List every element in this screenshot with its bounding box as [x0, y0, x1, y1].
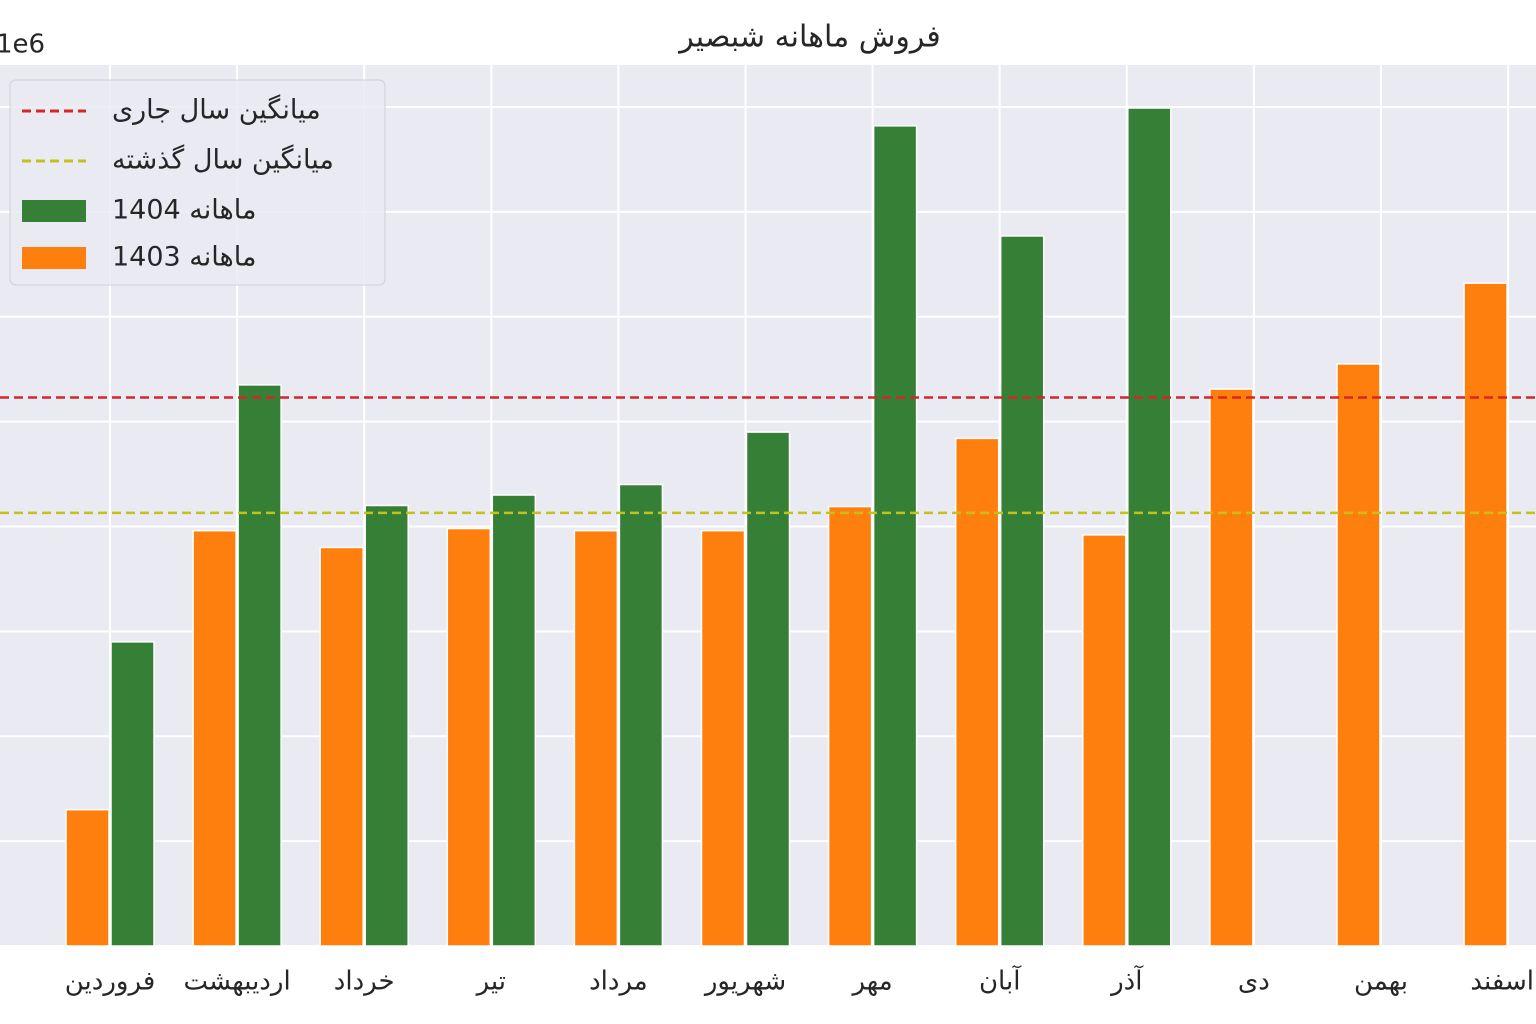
bar: [745, 431, 791, 947]
bar: [1127, 107, 1172, 947]
x-tick-label: آذر: [1109, 965, 1144, 997]
x-tick-label: مرداد: [589, 967, 648, 997]
x-tick-label: تیر: [475, 967, 506, 997]
legend-box: [9, 79, 386, 286]
legend-label: میانگین سال جاری: [112, 94, 321, 126]
bar: [110, 641, 155, 947]
bar: [491, 494, 537, 947]
bar: [1463, 282, 1508, 947]
x-tick-label: اسفند: [1470, 967, 1534, 997]
bar: [700, 529, 746, 947]
x-tick-label: مهر: [850, 967, 892, 997]
bar: [999, 235, 1045, 947]
bar: [618, 483, 664, 947]
offset-label: 1e6: [0, 30, 45, 60]
bar: [364, 504, 409, 947]
bar: [1336, 363, 1381, 947]
legend-label: میانگین سال گذشته: [112, 144, 334, 176]
bar: [319, 546, 364, 947]
x-tick-label: فروردین: [65, 967, 156, 997]
bar: [1209, 388, 1254, 947]
x-tick-label: دی: [1238, 967, 1270, 997]
x-tick-label: آبان: [979, 965, 1022, 997]
bar: [446, 527, 492, 947]
chart-title: فروش ماهانه شبصیر: [677, 20, 941, 55]
bar: [237, 384, 282, 947]
legend-label: ماهانه 1403: [112, 242, 256, 273]
bar: [65, 808, 110, 947]
x-tick-label: اردیبهشت: [184, 967, 291, 997]
x-tick-label: بهمن: [1354, 967, 1408, 997]
bar: [872, 125, 918, 947]
bar: [1082, 534, 1127, 947]
legend-swatch: [22, 247, 86, 269]
legend-label: ماهانه 1404: [112, 195, 256, 226]
bar: [954, 437, 1000, 947]
legend-swatch: [22, 200, 86, 222]
bar: [573, 529, 619, 947]
bar: [827, 505, 873, 947]
x-tick-label: شهریور: [703, 967, 786, 997]
legend: میانگین سال جاری میانگین سال گذشته ماهانه …: [9, 79, 386, 286]
x-tick-label: خرداد: [334, 967, 395, 997]
bar: [192, 529, 237, 947]
